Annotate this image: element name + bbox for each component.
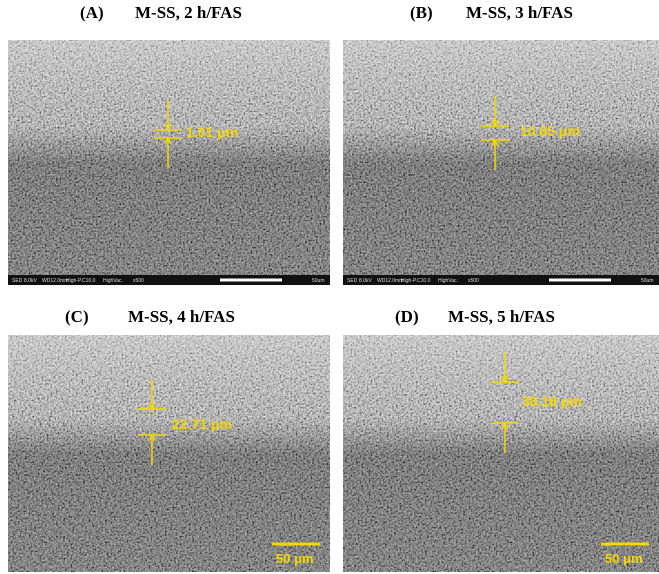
info-text: High-P.C10.0: [66, 278, 96, 284]
sem-image: [8, 40, 330, 285]
image-shading: [8, 335, 330, 572]
sem-image: [8, 335, 330, 572]
panel-title: M-SS, 3 h/FAS: [466, 3, 573, 22]
info-text: x500: [133, 278, 144, 284]
panel-label: (A): [80, 3, 104, 22]
info-text: 50um: [312, 278, 325, 284]
page: (A)M-SS, 2 h/FAS1.01 μmSED8.0kVWD12.0mmH…: [0, 0, 659, 574]
info-text: WD12.0mm: [377, 278, 403, 284]
panel-label: (D): [395, 307, 419, 326]
info-text: 8.0kV: [24, 278, 37, 284]
info-text: SED: [347, 278, 358, 284]
sem-image: [343, 335, 659, 572]
image-shading: [343, 40, 659, 285]
image-shading: [8, 40, 330, 285]
thickness-label: 38.16 μm: [522, 393, 582, 409]
sem-image: [343, 40, 659, 285]
thickness-label: 22.71 μm: [172, 416, 232, 432]
info-text: HighVac.: [103, 278, 123, 284]
panel-title: M-SS, 2 h/FAS: [135, 3, 242, 22]
scale-bar: [549, 279, 611, 282]
panel-title: M-SS, 4 h/FAS: [128, 307, 235, 326]
thickness-label: 1.01 μm: [186, 124, 238, 140]
image-shading: [343, 335, 659, 572]
thickness-label: 10.85 μm: [520, 123, 580, 139]
info-text: WD12.0mm: [42, 278, 68, 284]
info-text: 8.0kV: [359, 278, 372, 284]
panel-label: (C): [65, 307, 89, 326]
info-text: 50um: [641, 278, 654, 284]
panel-title: M-SS, 5 h/FAS: [448, 307, 555, 326]
figure: (A)M-SS, 2 h/FAS1.01 μmSED8.0kVWD12.0mmH…: [0, 0, 659, 574]
info-text: HighVac.: [438, 278, 458, 284]
panel-label: (B): [410, 3, 433, 22]
scale-bar-label: 50 μm: [605, 551, 643, 566]
scale-bar-label: 50 μm: [276, 551, 314, 566]
scale-bar: [220, 279, 282, 282]
info-text: SED: [12, 278, 23, 284]
info-text: High-P.C10.0: [401, 278, 431, 284]
info-text: x500: [468, 278, 479, 284]
